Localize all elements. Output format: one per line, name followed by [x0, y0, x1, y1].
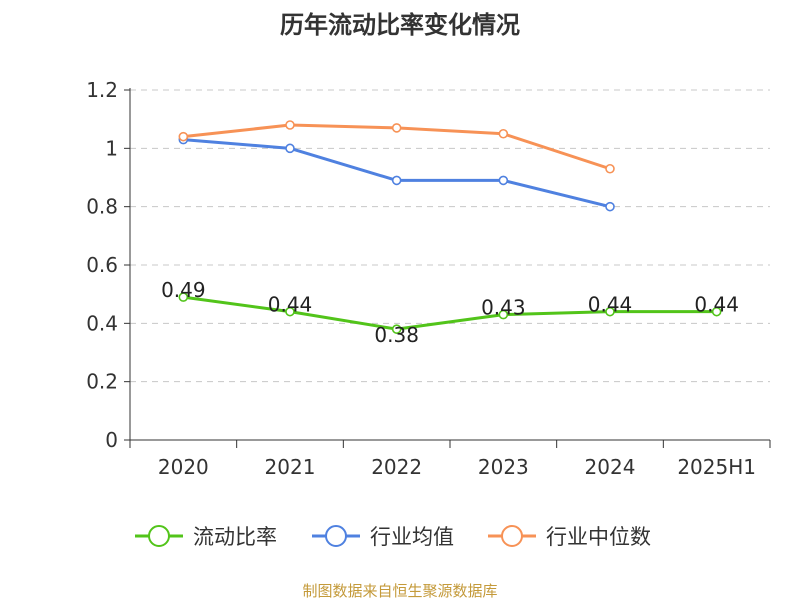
- source-note: 制图数据来自恒生聚源数据库: [302, 582, 497, 600]
- legend: 流动比率 行业均值 行业中位数: [135, 525, 651, 549]
- data-point: [178, 131, 189, 142]
- series-line-1: [183, 138, 611, 209]
- series-group: [178, 120, 722, 334]
- y-tick-label: 1.2: [86, 78, 118, 102]
- x-tick-label: 2025H1: [677, 455, 756, 479]
- data-point: [605, 306, 615, 317]
- data-point: [178, 292, 189, 302]
- data-point: [605, 163, 615, 174]
- series-line-0: [183, 295, 717, 331]
- data-label: 0.38: [374, 323, 419, 347]
- legend-marker: [325, 525, 347, 547]
- legend-item-1: 行业均值: [312, 525, 454, 549]
- data-point: [391, 123, 402, 133]
- y-tick-label: 0: [105, 428, 118, 452]
- data-labels: 0.49 0.44 0.38 0.43 0.44 0.44: [161, 278, 739, 347]
- legend-label: 流动比率: [193, 525, 277, 549]
- legend-item-2: 行业中位数: [488, 525, 651, 549]
- x-tick-label: 2024: [585, 455, 636, 479]
- data-label: 0.44: [694, 293, 739, 317]
- data-point: [498, 128, 509, 139]
- data-point: [391, 324, 402, 334]
- x-tick-label: 2020: [158, 455, 209, 479]
- axes: 0 0.2 0.4 0.6 0.8 1 1.2 2020 2021 2022 2023 2024 202…: [86, 78, 771, 479]
- data-label: 0.49: [161, 278, 206, 302]
- y-tick-label: 0.4: [86, 311, 118, 335]
- data-point: [498, 175, 509, 186]
- y-tick-label: 0.6: [86, 253, 118, 277]
- grid-lines: [130, 89, 770, 383]
- y-tick-label: 0.2: [86, 370, 118, 394]
- data-label: 0.44: [588, 293, 633, 317]
- y-tick-label: 1: [105, 136, 118, 160]
- data-point: [498, 309, 509, 320]
- legend-marker: [501, 525, 523, 547]
- data-point: [285, 120, 295, 130]
- x-tick-label: 2022: [371, 455, 422, 479]
- data-point: [285, 143, 295, 154]
- data-label: 0.44: [268, 293, 313, 317]
- data-point: [605, 201, 615, 212]
- legend-item-0: 流动比率: [135, 525, 277, 549]
- x-tick-label: 2023: [478, 455, 529, 479]
- chart-title: 历年流动比率变化情况: [280, 11, 520, 39]
- data-label: 0.43: [481, 296, 526, 320]
- legend-label: 行业均值: [370, 525, 454, 549]
- data-point: [391, 175, 402, 186]
- data-point: [711, 306, 722, 317]
- data-point: [285, 306, 295, 317]
- y-tick-label: 0.8: [86, 195, 118, 219]
- legend-label: 行业中位数: [546, 525, 651, 549]
- legend-marker: [148, 525, 170, 547]
- x-tick-label: 2021: [265, 455, 316, 479]
